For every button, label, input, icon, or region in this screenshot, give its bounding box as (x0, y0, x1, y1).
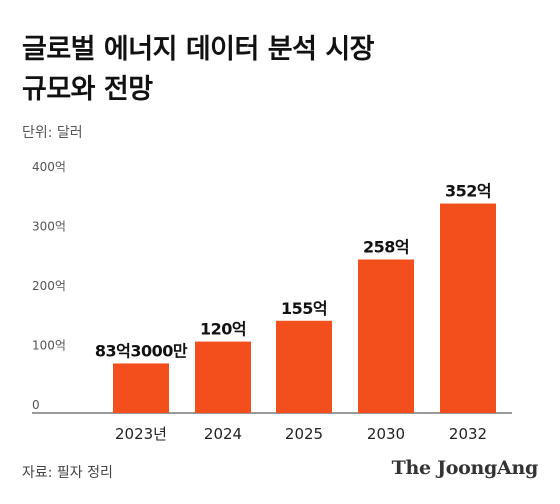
bar (358, 259, 414, 413)
data-label: 120억 (200, 320, 246, 339)
brand-logo: The JoongAng (391, 457, 539, 479)
y-tick-label: 400억 (32, 160, 66, 174)
x-tick-label: 2025 (285, 425, 323, 443)
unit-label: 단위: 달러 (22, 125, 83, 141)
source-label: 자료: 필자 정리 (22, 465, 113, 481)
x-tick-label: 2023년 (115, 425, 167, 443)
data-label: 83억3000만 (95, 341, 188, 360)
data-label: 352억 (445, 182, 491, 201)
x-tick-label: 2024 (204, 425, 242, 443)
data-label: 155억 (281, 299, 327, 318)
x-tick-label: 2030 (367, 425, 405, 443)
y-tick-label: 0 (32, 398, 40, 412)
y-tick-label: 300억 (32, 220, 66, 234)
y-tick-label: 100억 (32, 339, 66, 353)
bar (195, 341, 251, 413)
y-tick-label: 200억 (32, 279, 66, 293)
chart-title: 글로벌 에너지 데이터 분석 시장 규모와 전망 (22, 30, 542, 110)
x-tick-label: 2032 (449, 425, 487, 443)
bar (440, 203, 496, 413)
title-line-2: 규모와 전망 (22, 74, 153, 105)
data-label: 258억 (363, 237, 409, 256)
title-line-1: 글로벌 에너지 데이터 분석 시장 (22, 34, 375, 65)
bar (113, 363, 169, 413)
bar (276, 320, 332, 413)
